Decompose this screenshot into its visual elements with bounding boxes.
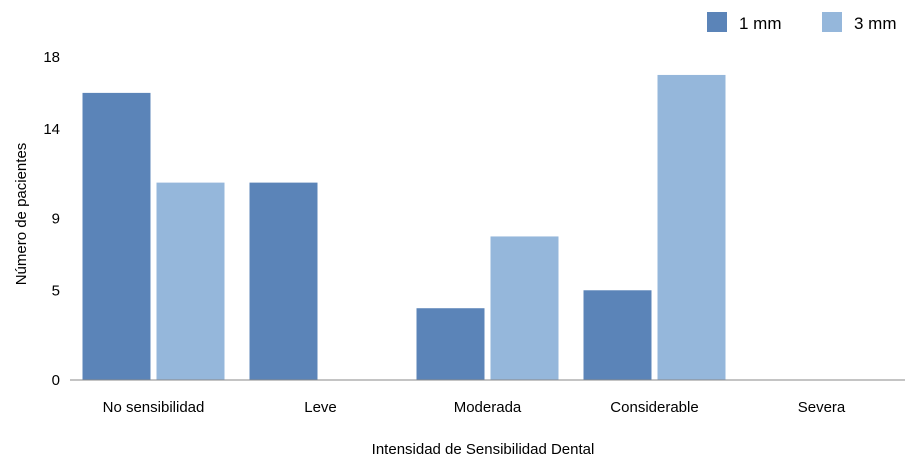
bars [82,74,726,380]
x-tick-label: Leve [304,399,337,416]
y-tick-label: 18 [43,49,60,66]
x-tick-label: No sensibilidad [103,399,205,416]
y-tick-label: 14 [43,121,60,138]
bar-1mm-0 [82,92,151,380]
y-tick-label: 9 [52,211,60,228]
x-axis-title: Intensidad de Sensibilidad Dental [372,441,595,458]
legend-swatch [707,12,727,32]
x-tick-label: Moderada [454,399,522,416]
y-axis: 0 5 9 14 18 [43,49,60,389]
legend-label: 3 mm [854,14,897,33]
bar-3mm-2 [490,236,559,380]
y-tick-label: 0 [52,372,60,389]
bar-3mm-0 [156,182,225,380]
bar-3mm-3 [657,74,726,380]
legend: 1 mm 3 mm [707,12,897,33]
x-tick-label: Severa [798,399,846,416]
legend-swatch [822,12,842,32]
legend-label: 1 mm [739,14,782,33]
y-axis-title: Número de pacientes [13,143,30,286]
bar-1mm-2 [416,308,485,380]
x-axis-labels: No sensibilidad Leve Moderada Considerable S… [103,399,846,416]
x-tick-label: Considerable [610,399,698,416]
bar-1mm-1 [249,182,318,380]
bar-1mm-3 [583,290,652,380]
y-tick-label: 5 [52,282,60,299]
